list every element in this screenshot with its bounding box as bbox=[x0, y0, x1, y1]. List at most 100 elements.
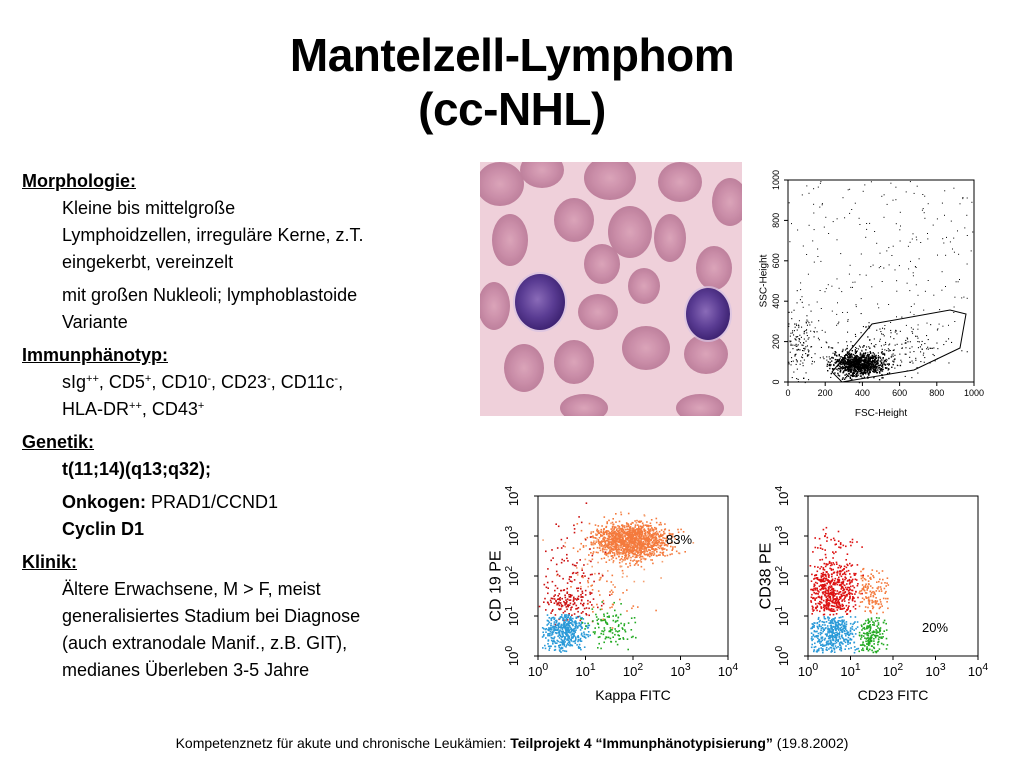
tick-label: 104 bbox=[968, 662, 988, 679]
scatter-axes: 00 200 200 400 400 600 600 800 800 1000 1000 bbox=[771, 170, 984, 398]
flow2-x-label: CD23 FITC bbox=[858, 687, 929, 703]
marker-sig: sIg bbox=[62, 372, 87, 392]
tick-label: 101 bbox=[504, 606, 521, 626]
morphologie-line: Kleine bis mittelgroße bbox=[62, 198, 236, 218]
marker-sup: + bbox=[197, 400, 205, 412]
cd19-kappa-flow-plot: 100 100 101 101 102 102 103 103 104 104 83% CD 19… bbox=[488, 486, 738, 703]
flow1-x-label: Kappa FITC bbox=[595, 687, 670, 703]
tick-label: 1000 bbox=[771, 170, 781, 190]
klinik-heading: Klinik: bbox=[22, 552, 78, 572]
onkogen-label: Onkogen: bbox=[62, 492, 146, 512]
footer-date: (19.8.2002) bbox=[772, 735, 849, 751]
marker-cd5: , CD5 bbox=[98, 372, 145, 392]
scatter-x-label: FSC-Height bbox=[855, 408, 907, 419]
morphologie-item-1: Kleine bis mittelgroße Lymphoidzellen, i… bbox=[62, 195, 462, 276]
marker-sup: - bbox=[207, 373, 212, 385]
marker-line-2: HLA-DR++, CD43+ bbox=[62, 396, 462, 423]
marker-cd11c: , CD11c bbox=[270, 372, 335, 392]
tick-label: 800 bbox=[929, 388, 944, 398]
immunphaenotyp-item: sIg++, CD5+, CD10-, CD23-, CD11c-, HLA-D… bbox=[62, 369, 462, 423]
tick-label: 104 bbox=[774, 486, 791, 506]
marker-comma: , bbox=[338, 372, 344, 392]
marker-cd23: , CD23 bbox=[211, 372, 268, 392]
morphologie-line: mit großen Nukleoli; lymphoblastoide bbox=[62, 285, 358, 305]
lymphocyte-cell bbox=[513, 272, 567, 332]
klinik-line: generalisiertes Stadium bei Diagnose bbox=[62, 606, 361, 626]
tick-label: 400 bbox=[855, 388, 870, 398]
tick-label: 103 bbox=[504, 526, 521, 546]
tick-label: 1000 bbox=[964, 388, 984, 398]
tick-label: 800 bbox=[771, 213, 781, 228]
tick-label: 100 bbox=[528, 662, 548, 679]
tick-label: 102 bbox=[504, 566, 521, 586]
tick-label: 0 bbox=[771, 379, 781, 384]
genetik-item-1: t(11;14)(q13;q32); bbox=[62, 456, 462, 483]
onkogen-line: Onkogen: PRAD1/CCND1 bbox=[62, 489, 462, 516]
klinik-line: Ältere Erwachsene, M > F, meist bbox=[62, 579, 321, 599]
title-line-1: Mantelzell-Lymphom bbox=[289, 29, 735, 81]
marker-sup: - bbox=[334, 373, 339, 385]
klinik-item: Ältere Erwachsene, M > F, meist generali… bbox=[62, 576, 462, 684]
tick-label: 200 bbox=[818, 388, 833, 398]
footer: Kompetenznetz für akute und chronische L… bbox=[0, 735, 1024, 751]
footer-prefix: Kompetenznetz für akute und chronische L… bbox=[175, 735, 511, 751]
tick-label: 103 bbox=[774, 526, 791, 546]
tick-label: 100 bbox=[798, 662, 818, 679]
marker-cd10: , CD10 bbox=[151, 372, 208, 392]
tick-label: 100 bbox=[504, 646, 521, 666]
fsc-ssc-scatter-plot: 00 200 200 400 400 600 600 800 800 1000 1000 SSC-H… bbox=[758, 170, 984, 419]
klinik-line: (auch extranodale Manif., z.B. GIT), bbox=[62, 633, 348, 653]
tick-label: 103 bbox=[670, 662, 690, 679]
marker-sup: ++ bbox=[86, 373, 99, 385]
tick-label: 600 bbox=[771, 253, 781, 268]
flow1-y-label: CD 19 PE bbox=[488, 550, 504, 621]
flow-axes: 100 100 101 101 102 102 103 103 104 104 bbox=[504, 486, 738, 679]
morphologie-line: Lymphoidzellen, irreguläre Kerne, z.T. bbox=[62, 225, 364, 245]
tick-label: 101 bbox=[774, 606, 791, 626]
flow-dots bbox=[809, 526, 890, 654]
tick-label: 200 bbox=[771, 334, 781, 349]
marker-sup: - bbox=[267, 373, 271, 385]
tick-label: 101 bbox=[840, 662, 860, 679]
title-line-2: (cc-NHL) bbox=[418, 83, 606, 135]
flow1-percent: 83% bbox=[666, 532, 692, 547]
flow-dots bbox=[538, 502, 695, 653]
marker-sup: + bbox=[144, 373, 152, 385]
cyclin-line: Cyclin D1 bbox=[62, 519, 145, 539]
cd38-cd23-flow-plot: 100 100 101 101 102 102 103 103 104 104 20% CD38 … bbox=[758, 486, 988, 703]
slide-title: Mantelzell-Lymphom (cc-NHL) bbox=[0, 28, 1024, 136]
plot-frame bbox=[787, 179, 975, 383]
tick-label: 104 bbox=[504, 486, 521, 506]
lymphocyte-cell bbox=[684, 286, 732, 342]
gate-polygon bbox=[831, 309, 967, 383]
morphologie-heading: Morphologie: bbox=[22, 171, 136, 191]
genetik-heading: Genetik: bbox=[22, 432, 95, 452]
footer-project: Teilprojekt 4 “Immunphänotypisierung” bbox=[510, 735, 773, 751]
blood-smear-micrograph bbox=[480, 162, 742, 416]
translocation: t(11;14)(q13;q32); bbox=[62, 459, 212, 479]
marker-hla: HLA-DR bbox=[62, 399, 130, 419]
tick-label: 400 bbox=[771, 294, 781, 309]
tick-label: 600 bbox=[892, 388, 907, 398]
immunphaenotyp-heading: Immunphänotyp: bbox=[22, 345, 168, 365]
flow-axes: 100 100 101 101 102 102 103 103 104 104 bbox=[774, 486, 988, 679]
flow2-y-label: CD38 PE bbox=[758, 543, 774, 610]
tick-label: 104 bbox=[718, 662, 738, 679]
scatter-dots bbox=[788, 181, 974, 384]
genetik-item-2: Onkogen: PRAD1/CCND1 Cyclin D1 bbox=[62, 489, 462, 543]
klinik-line: medianes Überleben 3-5 Jahre bbox=[62, 660, 310, 680]
tick-label: 102 bbox=[774, 566, 791, 586]
tick-label: 102 bbox=[623, 662, 643, 679]
onkogen-value: PRAD1/CCND1 bbox=[146, 492, 279, 512]
tick-label: 102 bbox=[883, 662, 903, 679]
tick-label: 100 bbox=[774, 646, 791, 666]
flow2-percent: 20% bbox=[922, 620, 948, 635]
morphologie-line: Variante bbox=[62, 312, 128, 332]
marker-sup: ++ bbox=[129, 400, 142, 412]
tick-label: 103 bbox=[925, 662, 945, 679]
morphologie-line: eingekerbt, vereinzelt bbox=[62, 252, 234, 272]
marker-line-1: sIg++, CD5+, CD10-, CD23-, CD11c-, bbox=[62, 369, 462, 396]
marker-cd43: , CD43 bbox=[141, 399, 198, 419]
tick-label: 101 bbox=[575, 662, 595, 679]
text-column: Morphologie: Kleine bis mittelgroße Lymp… bbox=[22, 168, 462, 690]
